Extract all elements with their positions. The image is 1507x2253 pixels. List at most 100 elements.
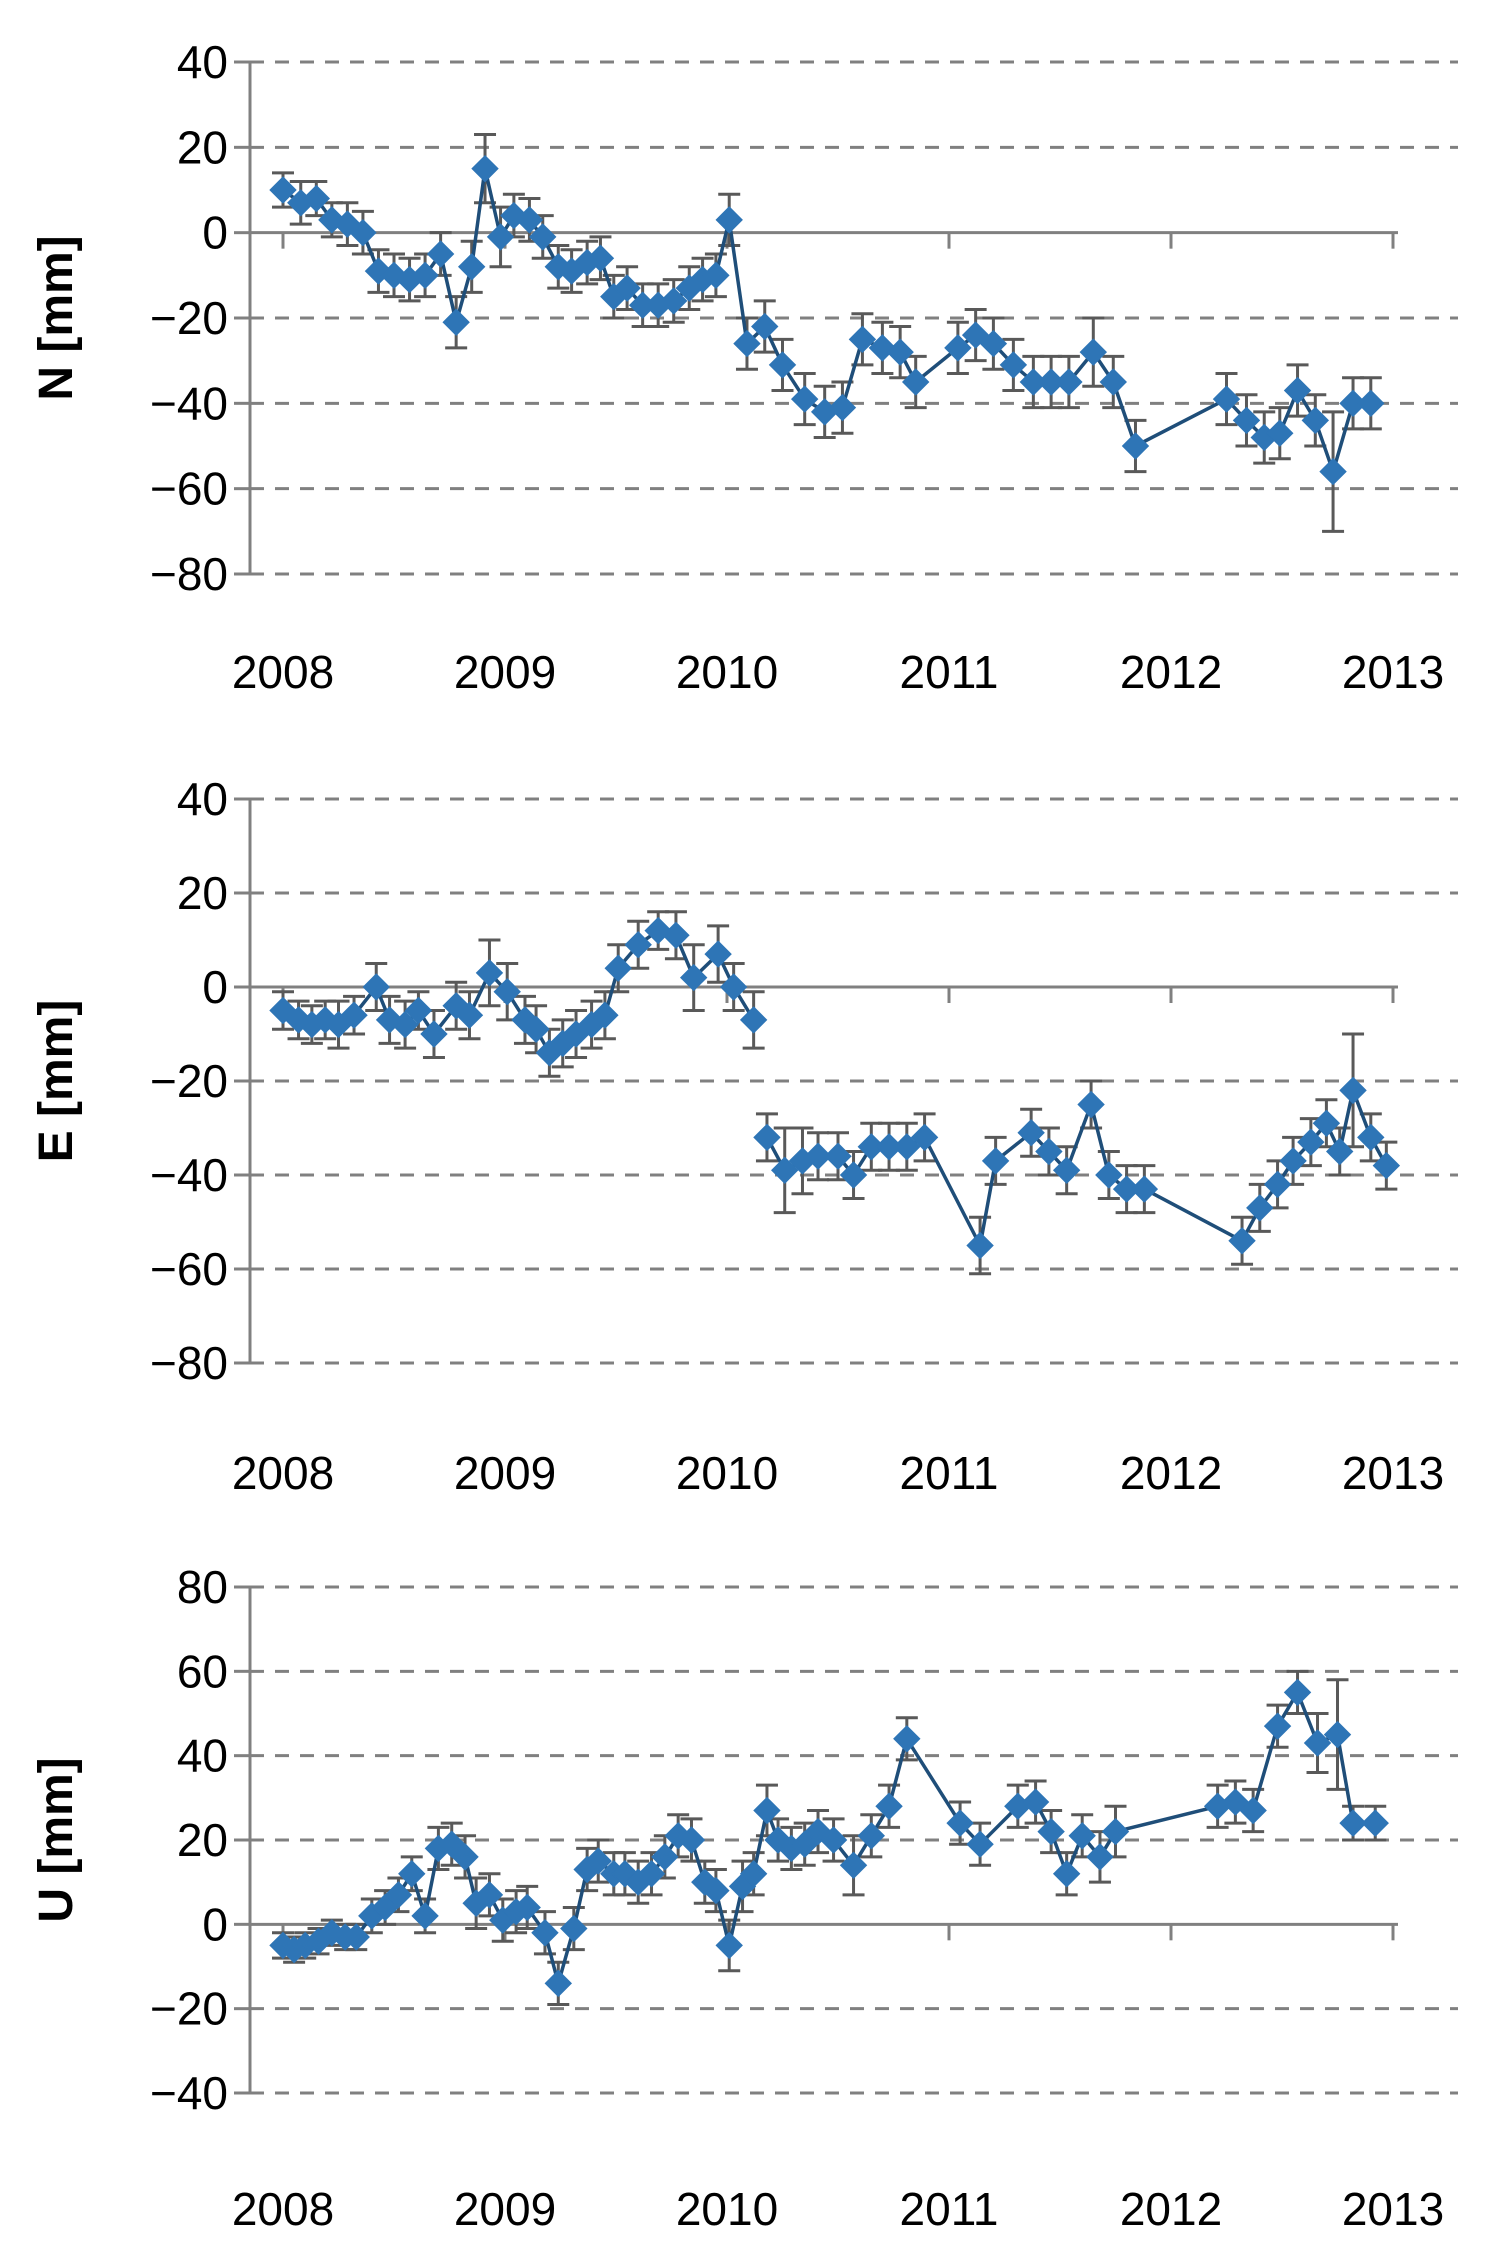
data-point-marker — [1055, 368, 1083, 396]
data-point-marker — [475, 959, 504, 987]
data-point-marker — [893, 1725, 921, 1753]
data-point-marker — [828, 393, 857, 422]
y-tick-label--40: −40 — [150, 2067, 228, 2119]
data-point-marker — [1099, 368, 1127, 396]
data-point-marker — [269, 176, 297, 204]
x-tick-label-2009: 2009 — [454, 1447, 556, 1499]
data-point-marker — [753, 1796, 781, 1825]
data-point-marker — [455, 1001, 484, 1029]
y-tick-label--60: −60 — [150, 463, 228, 515]
y-axis-title-n: N [mm] — [30, 235, 83, 400]
data-point-marker — [340, 1001, 368, 1029]
data-point-marker — [1079, 338, 1108, 366]
data-point-marker — [999, 351, 1028, 379]
data-point-marker — [318, 206, 346, 234]
data-point-marker — [679, 963, 708, 992]
data-point-marker — [1303, 1729, 1332, 1757]
data-point-marker — [451, 1843, 479, 1871]
x-tick-label-2013: 2013 — [1342, 646, 1444, 698]
data-point-marker — [868, 334, 897, 362]
data-point-marker — [544, 1969, 572, 1998]
data-point-marker — [1357, 1123, 1385, 1152]
data-point-marker — [1319, 457, 1347, 486]
data-point-marker — [404, 996, 433, 1025]
x-tick-label-2011: 2011 — [900, 646, 999, 698]
data-point-marker — [1339, 1809, 1367, 1837]
data-point-marker — [493, 977, 521, 1006]
data-point-marker — [753, 1123, 781, 1152]
data-point-marker — [979, 329, 1008, 358]
data-point-marker — [624, 930, 652, 959]
data-point-marker — [584, 1847, 612, 1875]
data-point-marker — [857, 1822, 886, 1850]
data-point-marker — [1283, 376, 1312, 405]
data-point-marker — [981, 1147, 1010, 1175]
data-point-marker — [1101, 1817, 1130, 1846]
data-point-marker — [1263, 1712, 1292, 1740]
data-point-marker — [715, 1931, 743, 1960]
data-point-marker — [1301, 406, 1330, 435]
data-point-marker — [362, 973, 390, 1001]
y-tick-label-40: 40 — [177, 1730, 228, 1782]
data-point-marker — [1095, 1161, 1123, 1189]
y-tick-label-40: 40 — [177, 773, 228, 825]
data-point-marker — [442, 308, 470, 336]
data-point-marker — [1121, 432, 1150, 460]
data-point-marker — [875, 1792, 903, 1820]
data-point-marker — [1323, 1720, 1352, 1749]
data-point-marker — [733, 329, 761, 358]
data-point-marker — [1312, 1109, 1341, 1138]
data-point-marker — [677, 1826, 706, 1854]
data-point-marker — [426, 240, 455, 268]
y-tick-label-0: 0 — [202, 207, 228, 259]
data-point-marker — [1232, 406, 1261, 435]
data-point-marker — [824, 1142, 852, 1170]
data-point-marker — [1052, 1156, 1081, 1185]
data-point-marker — [411, 1902, 439, 1930]
data-point-marker — [457, 253, 486, 281]
data-point-marker — [1077, 1090, 1105, 1119]
data-point-marker — [966, 1231, 994, 1260]
x-tick-label-2008: 2008 — [232, 2183, 334, 2235]
data-point-marker — [529, 223, 557, 251]
data-point-marker — [691, 1868, 719, 1896]
panel-e: 40 20 0 −20 −40 −60 −80 2008 2009 2010 2011 2012 201… — [30, 773, 1458, 1499]
data-point-marker — [591, 1001, 619, 1029]
data-point-marker — [513, 1893, 541, 1922]
data-point-marker — [1263, 1170, 1292, 1199]
y-axis-title-e: E [mm] — [30, 1000, 83, 1163]
data-point-marker — [704, 940, 732, 968]
data-point-marker — [1130, 1175, 1159, 1203]
data-point-marker — [411, 261, 439, 290]
data-point-marker — [364, 257, 393, 285]
data-point-marker — [1228, 1227, 1256, 1255]
data-point-marker — [702, 1876, 730, 1905]
data-point-marker — [391, 1010, 419, 1039]
data-point-marker — [966, 1830, 994, 1858]
y-tick-label-0: 0 — [202, 1898, 228, 1950]
y-tick-label--20: −20 — [150, 1983, 228, 2035]
data-point-marker — [398, 1860, 426, 1888]
data-point-marker — [342, 1923, 370, 1951]
data-point-marker — [771, 1156, 799, 1185]
panel-u: 80 60 40 20 0 −20 −40 2008 2009 2010 2011 2012 2013 U… — [30, 1561, 1458, 2235]
y-tick-label-80: 80 — [177, 1561, 228, 1613]
data-point-marker — [886, 338, 914, 366]
data-point-marker — [1279, 1147, 1307, 1175]
data-point-marker — [1017, 1118, 1045, 1147]
y-tick-label-60: 60 — [177, 1645, 228, 1697]
data-point-marker — [302, 184, 331, 213]
x-tick-label-2012: 2012 — [1120, 2183, 1222, 2235]
data-point-marker — [702, 261, 730, 290]
data-point-marker — [739, 1006, 768, 1034]
data-point-marker — [790, 385, 819, 413]
data-point-marker — [531, 1919, 559, 1947]
x-tick-label-2008: 2008 — [232, 1447, 334, 1499]
data-point-marker — [715, 206, 743, 234]
data-point-marker — [560, 1914, 588, 1943]
data-point-marker — [910, 1123, 939, 1152]
data-point-marker — [944, 334, 972, 362]
data-point-marker — [660, 287, 688, 315]
